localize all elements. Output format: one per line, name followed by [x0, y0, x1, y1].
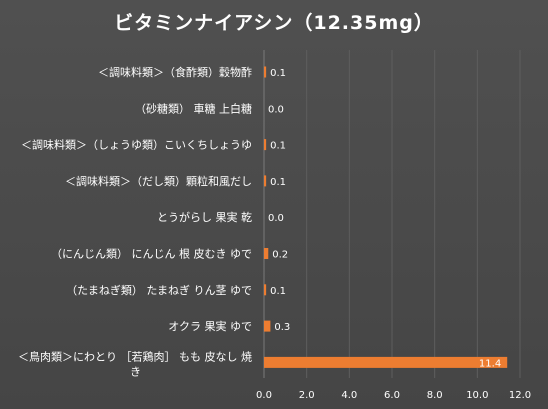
- bar-layer: [264, 66, 508, 368]
- data-label: 0.3: [274, 322, 290, 333]
- data-label: 11.4: [479, 358, 501, 369]
- category-label: とうがらし 果実 乾: [157, 210, 252, 224]
- bar: [264, 320, 271, 332]
- category-label-line: き: [130, 365, 141, 378]
- data-label: 0.1: [270, 141, 286, 152]
- category-label: ＜調味料類＞（食酢類）穀物酢: [98, 65, 252, 79]
- bar: [264, 66, 267, 78]
- bar: [264, 284, 267, 296]
- grid-layer: [263, 50, 521, 378]
- x-tick-label: 10.0: [466, 390, 488, 401]
- x-tick-label: 12.0: [509, 390, 531, 401]
- bar: [264, 139, 267, 151]
- category-label: （たまねぎ類） たまねぎ りん茎 ゆで: [66, 283, 252, 297]
- x-tick-label: 8.0: [427, 390, 443, 401]
- bar: [264, 356, 508, 368]
- category-label: （にんじん類） にんじん 根 皮むき ゆで: [51, 247, 252, 261]
- category-label-line: ＜鳥肉類＞にわとり ［若鶏肉］ もも 皮なし 焼: [18, 349, 252, 363]
- category-label: ＜調味料類＞（しょうゆ類）こいくちしょうゆ: [21, 138, 252, 152]
- x-tick-label: 0.0: [256, 390, 272, 401]
- category-label: ＜調味料類＞（だし類）顆粒和風だし: [65, 174, 252, 188]
- bar: [264, 175, 267, 187]
- x-tick-label: 6.0: [384, 390, 400, 401]
- chart-title: ビタミンナイアシン（12.35mg）: [114, 12, 434, 34]
- data-label: 0.1: [270, 286, 286, 297]
- data-label: 0.0: [268, 213, 284, 224]
- label-layer: 0.0 2.0 4.0 6.0 8.0 10.0 12.0 0.1 ＜調味料類＞（食酢類）穀物酢…: [18, 65, 531, 401]
- data-label: 0.1: [270, 177, 286, 188]
- x-tick-label: 4.0: [341, 390, 357, 401]
- category-label: オクラ 果実 ゆで: [168, 319, 252, 333]
- data-label: 0.1: [270, 68, 286, 79]
- data-label: 0.0: [268, 104, 284, 115]
- category-label: ＜鳥肉類＞にわとり ［若鶏肉］ もも 皮なし 焼き: [18, 349, 252, 378]
- x-tick-label: 2.0: [299, 390, 315, 401]
- category-label: （砂糖類） 車糖 上白糖: [135, 101, 252, 115]
- data-label: 0.2: [272, 250, 288, 261]
- bar: [264, 248, 269, 259]
